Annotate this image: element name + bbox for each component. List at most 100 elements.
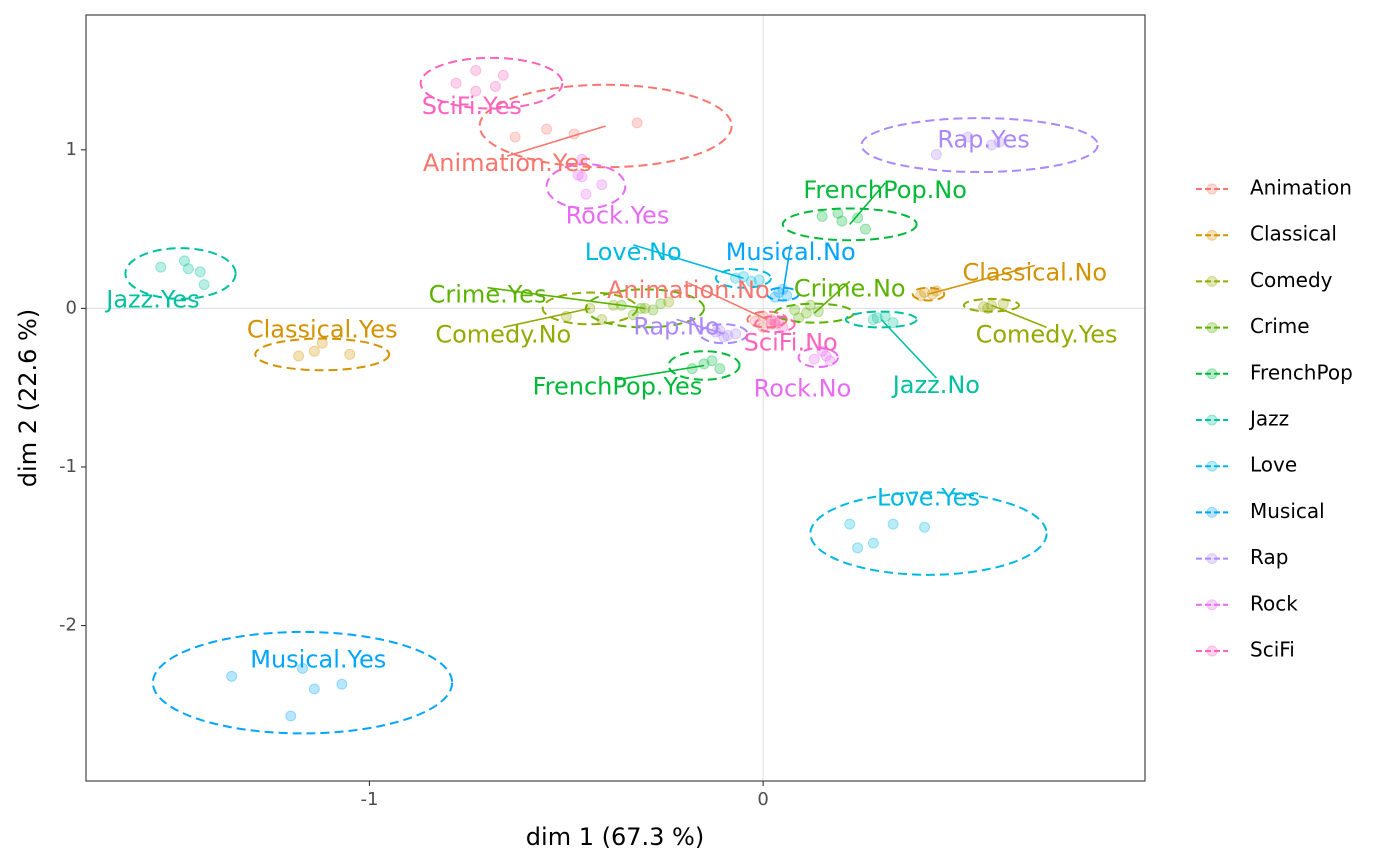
point-label-animation-no: Animation.No	[607, 276, 770, 304]
point-classical-no-1	[919, 287, 931, 299]
point-label-rap-no: Rap.No	[633, 312, 719, 340]
legend-key-point-jazz	[1206, 414, 1218, 426]
y-tick-label: -1	[59, 456, 77, 477]
point-label-musical-no: Musical.No	[726, 238, 856, 266]
y-tick-label: 1	[66, 139, 77, 160]
legend-label-frenchpop: FrenchPop	[1250, 360, 1353, 384]
point-rap-no-2	[722, 329, 734, 341]
point-animation-yes-4	[631, 117, 643, 129]
point-classical-no-3	[915, 290, 927, 302]
point-classical-yes-1	[293, 350, 305, 362]
legend-key-point-scifi	[1206, 645, 1218, 657]
point-scifi-no-4	[769, 315, 781, 327]
point-rock-yes-5	[572, 169, 584, 181]
point-crime-no-3	[812, 306, 824, 318]
point-love-yes-1	[844, 518, 856, 530]
point-label-scifi-yes: SciFi.Yes	[422, 92, 522, 120]
point-animation-no-5	[757, 321, 769, 333]
ellipse-rap-yes	[860, 117, 1099, 174]
legend-label-crime: Crime	[1250, 314, 1310, 338]
point-frenchpop-yes-3	[706, 355, 718, 367]
x-tick-label: -1	[360, 789, 378, 810]
y-tick-label: 0	[66, 297, 77, 318]
point-scifi-no-2	[773, 317, 785, 329]
point-scifi-no-1	[765, 318, 777, 330]
legend: Animation Classical Comedy Crime FrenchPop Ja…	[1196, 176, 1353, 662]
ellipse-crime-yes	[584, 288, 706, 329]
point-musical-yes-2	[285, 710, 297, 722]
ellipse-musical-yes	[151, 630, 454, 735]
label-leader-love-no	[632, 244, 744, 280]
label-leader-musical-no	[782, 244, 792, 295]
point-frenchpop-no-1	[816, 210, 828, 222]
legend-key-point-rap	[1206, 553, 1218, 565]
point-scifi-no-3	[777, 321, 789, 333]
point-love-no-4	[753, 274, 765, 286]
point-scifi-yes-4	[489, 80, 501, 92]
legend-key-point-love	[1206, 460, 1218, 472]
ellipse-classical-no	[911, 286, 946, 302]
point-label-love-yes: Love.Yes	[877, 484, 980, 512]
point-jazz-yes-1	[155, 261, 167, 273]
legend-key-point-comedy	[1206, 275, 1218, 287]
point-layer	[155, 65, 1009, 722]
ellipse-rock-no	[797, 347, 839, 369]
point-love-yes-5	[919, 521, 931, 533]
label-leader-frenchpop-no	[849, 182, 886, 225]
point-scifi-yes-5	[497, 69, 509, 81]
plot-border	[85, 14, 1146, 782]
point-frenchpop-no-3	[852, 212, 864, 224]
legend-label-rap: Rap	[1250, 545, 1288, 569]
point-jazz-no-2	[879, 310, 891, 322]
point-animation-yes-2	[541, 123, 553, 135]
label-leader-crime-yes	[487, 286, 646, 310]
point-rock-yes-3	[580, 188, 592, 200]
label-leader-crime-no	[813, 280, 851, 314]
ellipse-musical-no	[766, 286, 800, 302]
ellipse-crime-no	[773, 302, 855, 324]
point-label-comedy-yes: Comedy.Yes	[976, 320, 1118, 348]
point-rock-yes-4	[596, 179, 608, 191]
legend-key-point-animation	[1206, 183, 1218, 195]
label-layer: Animation.Yes Animation.No Classical.Yes Cl…	[104, 92, 1117, 673]
point-love-yes-2	[852, 542, 864, 554]
x-axis-title: dim 1 (67.3 %)	[526, 823, 704, 851]
point-animation-yes-1	[509, 131, 521, 143]
point-rock-no-3	[816, 345, 828, 357]
point-frenchpop-yes-4	[714, 363, 726, 375]
label-leader-animation-no	[687, 282, 768, 321]
point-rap-no-4	[718, 331, 730, 343]
point-crime-no-2	[800, 307, 812, 319]
point-love-no-3	[745, 275, 757, 287]
ellipse-animation-no	[746, 310, 788, 329]
point-comedy-no-3	[596, 313, 608, 325]
point-label-crime-no: Crime.No	[794, 274, 906, 302]
y-tick-label: -2	[59, 615, 77, 636]
point-musical-yes-1	[226, 670, 238, 682]
point-rock-no-2	[820, 350, 832, 362]
x-tick-label: 0	[757, 789, 768, 810]
point-label-frenchpop-yes: FrenchPop.Yes	[533, 373, 703, 401]
legend-label-scifi: SciFi	[1250, 638, 1295, 662]
point-scifi-yes-1	[450, 77, 462, 89]
legend-key-point-frenchpop	[1206, 368, 1218, 380]
point-musical-no-4	[769, 291, 781, 303]
point-crime-no-1	[789, 304, 801, 316]
legend-key-point-rock	[1206, 599, 1218, 611]
legend-label-classical: Classical	[1250, 222, 1337, 246]
point-jazz-yes-4	[194, 266, 206, 278]
point-comedy-yes-1	[978, 301, 990, 313]
ellipse-classical-yes	[254, 337, 391, 372]
point-rap-no-3	[730, 328, 742, 340]
point-jazz-yes-5	[198, 279, 210, 291]
point-comedy-yes-4	[982, 302, 994, 314]
point-scifi-yes-3	[470, 85, 482, 97]
point-musical-yes-4	[308, 683, 320, 695]
point-scifi-yes-2	[470, 65, 482, 77]
ellipse-scifi-no	[754, 315, 796, 334]
point-jazz-no-1	[867, 313, 879, 325]
point-crime-yes-5	[647, 304, 659, 316]
point-animation-no-4	[769, 318, 781, 330]
